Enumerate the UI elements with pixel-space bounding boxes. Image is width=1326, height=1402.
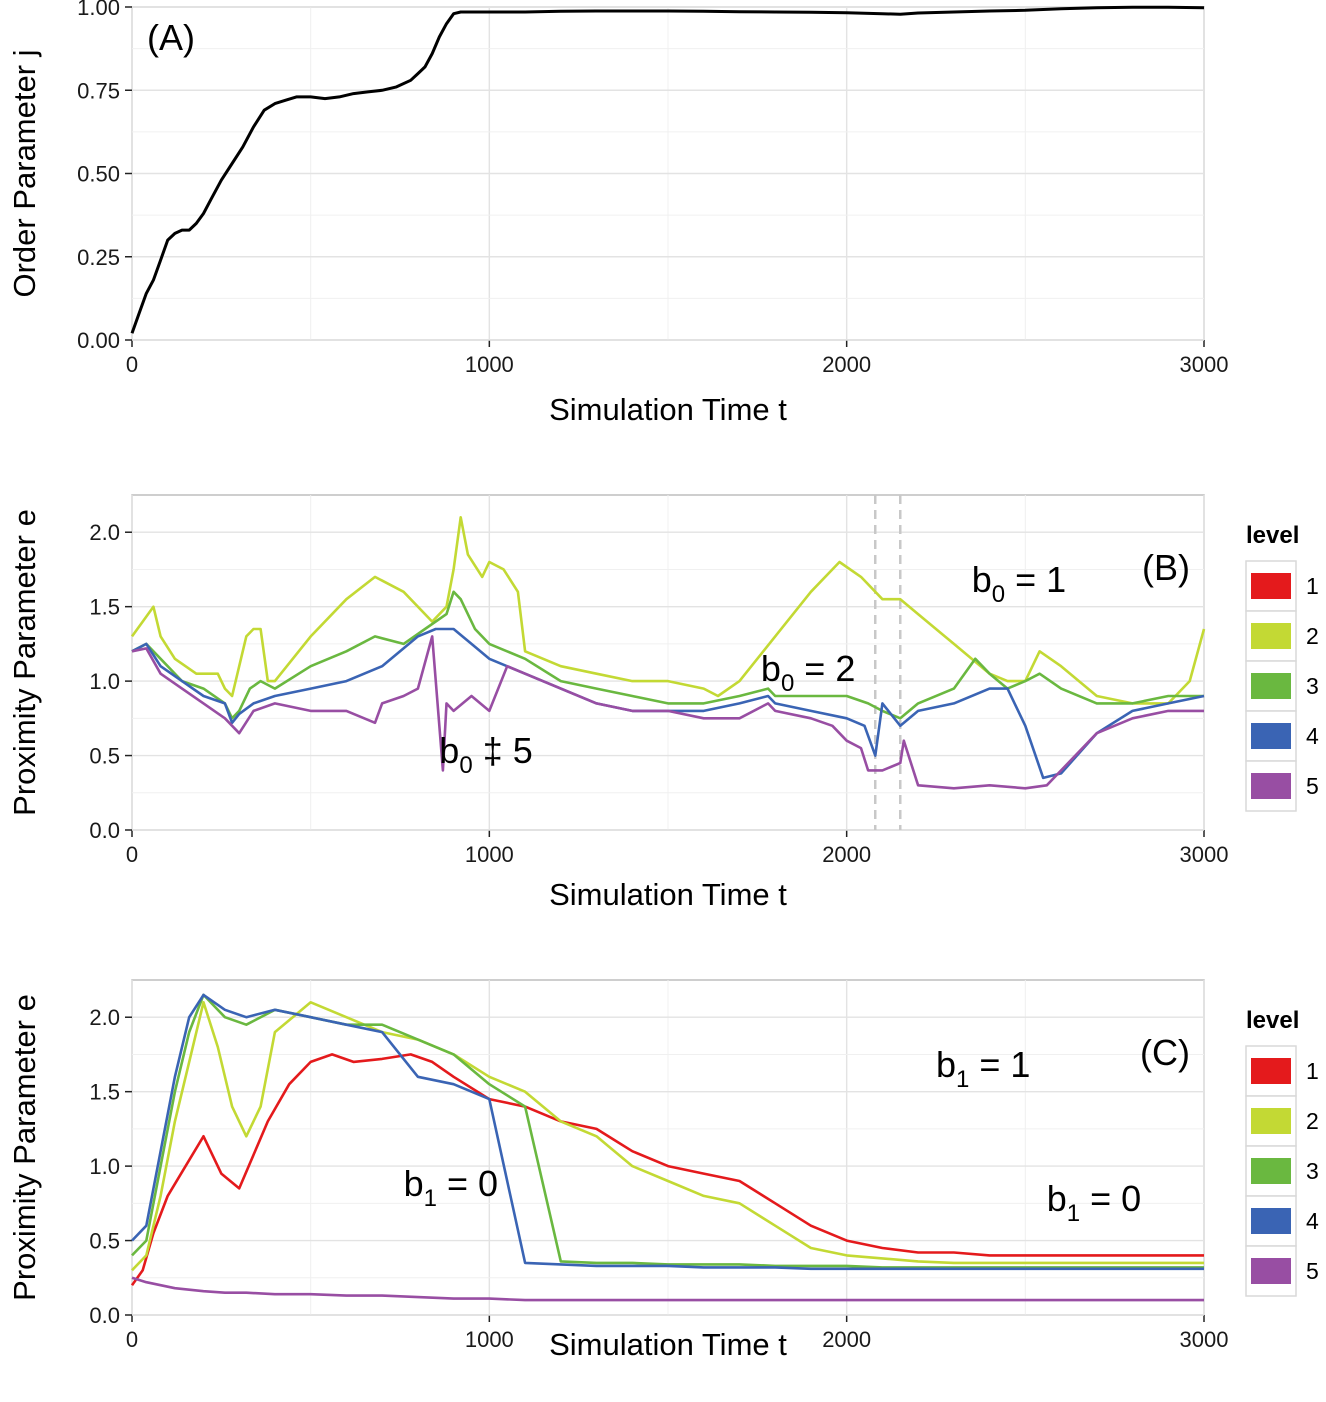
- x-tick-label: 0: [126, 352, 138, 377]
- legend-label: 1: [1306, 573, 1319, 599]
- legend-title: level: [1246, 522, 1299, 549]
- x-axis-title: Simulation Time t: [549, 1327, 787, 1362]
- legend-label: 2: [1306, 1108, 1319, 1134]
- y-tick-label: 1.5: [89, 595, 120, 620]
- x-tick-label: 2000: [822, 352, 871, 377]
- x-tick-label: 2000: [822, 1327, 871, 1352]
- x-tick-label: 3000: [1180, 352, 1229, 377]
- legend-label: 3: [1306, 673, 1319, 699]
- legend-label: 4: [1306, 723, 1319, 749]
- y-tick-label: 0.5: [89, 744, 120, 769]
- y-tick-label: 2.0: [89, 520, 120, 545]
- x-tick-label: 3000: [1180, 842, 1229, 867]
- x-tick-label: 3000: [1180, 1327, 1229, 1352]
- panel-1: 0 1000 2000 3000 0.00 0.25 0.50 0.75 1.00 Simulat…: [7, 0, 1228, 427]
- y-axis-title: Order Parameter j: [7, 49, 42, 297]
- x-axis-title: Simulation Time t: [549, 877, 787, 912]
- x-tick-label: 2000: [822, 842, 871, 867]
- legend-title: level: [1246, 1007, 1299, 1034]
- legend-label: 3: [1306, 1158, 1319, 1184]
- x-axis-title: Simulation Time t: [549, 392, 787, 427]
- panel-label: (C): [1140, 1032, 1190, 1073]
- y-axis-title: Proximity Parameter e: [7, 509, 42, 816]
- legend-label: 4: [1306, 1208, 1319, 1234]
- y-tick-label: 1.0: [89, 669, 120, 694]
- y-tick-label: 2.0: [89, 1005, 120, 1030]
- y-tick-label: 1.5: [89, 1080, 120, 1105]
- legend-label: 5: [1306, 773, 1319, 799]
- y-tick-label: 0.0: [89, 1303, 120, 1328]
- x-tick-label: 0: [126, 1327, 138, 1352]
- y-tick-label: 0.0: [89, 818, 120, 843]
- panel-label: (A): [147, 17, 195, 58]
- y-tick-label: 0.00: [77, 328, 120, 353]
- y-tick-label: 0.5: [89, 1229, 120, 1254]
- y-tick-label: 1.00: [77, 0, 120, 20]
- x-tick-label: 1000: [465, 1327, 514, 1352]
- y-axis-title: Proximity Parameter e: [7, 994, 42, 1301]
- y-tick-label: 1.0: [89, 1154, 120, 1179]
- legend-label: 5: [1306, 1258, 1319, 1284]
- panel-3: 0 1000 2000 3000 0.0 0.5 1.0 1.5 2.0 Simulation T…: [7, 980, 1319, 1362]
- panel-2: 0 1000 2000 3000 0.0 0.5 1.0 1.5 2.0 Simulation T…: [7, 495, 1319, 912]
- legend-label: 1: [1306, 1058, 1319, 1084]
- legend: level 1 2 3 4 5: [1246, 522, 1319, 811]
- x-tick-label: 1000: [465, 842, 514, 867]
- x-tick-label: 1000: [465, 352, 514, 377]
- x-tick-label: 0: [126, 842, 138, 867]
- legend-label: 2: [1306, 623, 1319, 649]
- legend: level 1 2 3 4 5: [1246, 1007, 1319, 1296]
- y-tick-label: 0.50: [77, 162, 120, 187]
- y-tick-label: 0.75: [77, 78, 120, 103]
- panel-label: (B): [1142, 547, 1190, 588]
- y-tick-label: 0.25: [77, 245, 120, 270]
